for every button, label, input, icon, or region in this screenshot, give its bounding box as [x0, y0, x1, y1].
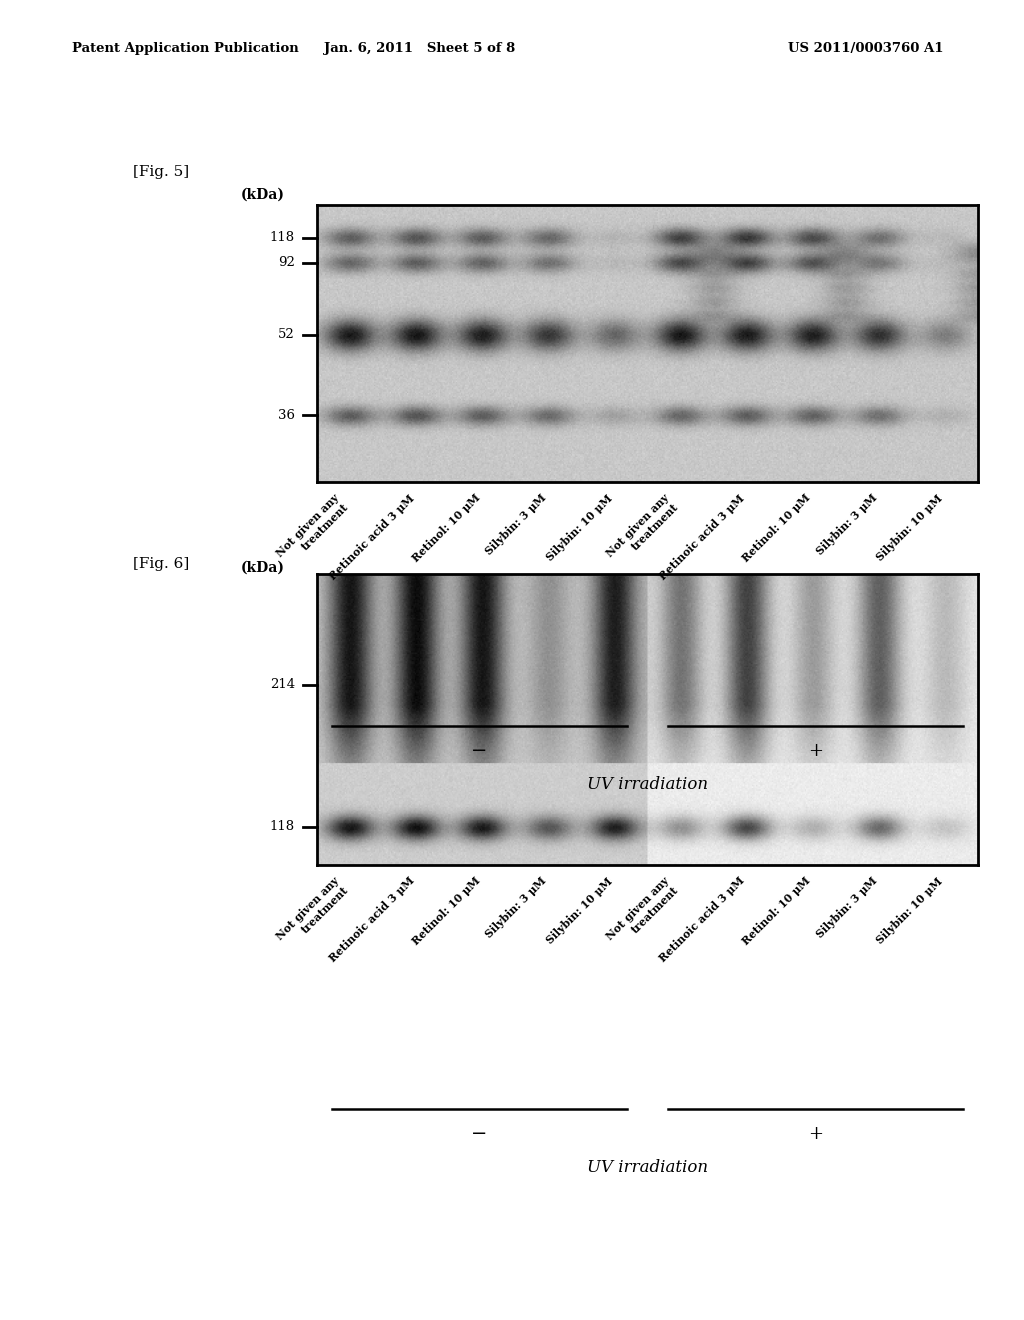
Text: (kDa): (kDa) — [241, 187, 285, 202]
Text: Not given any
treatment: Not given any treatment — [274, 492, 350, 569]
Text: Silybin: 3 μM: Silybin: 3 μM — [814, 492, 879, 557]
Text: 118: 118 — [269, 231, 295, 244]
Text: Silybin: 10 μM: Silybin: 10 μM — [874, 875, 945, 945]
Text: 36: 36 — [278, 409, 295, 422]
Text: +: + — [808, 742, 823, 760]
Text: Patent Application Publication: Patent Application Publication — [72, 42, 298, 55]
Text: Not given any
treatment: Not given any treatment — [604, 875, 681, 952]
Text: −: − — [471, 1125, 487, 1143]
Text: Silybin: 10 μM: Silybin: 10 μM — [874, 492, 945, 562]
Text: 118: 118 — [269, 820, 295, 833]
Text: UV irradiation: UV irradiation — [587, 776, 709, 793]
Text: Silybin: 10 μM: Silybin: 10 μM — [545, 492, 614, 562]
Text: +: + — [808, 1125, 823, 1143]
Text: −: − — [471, 742, 487, 760]
Text: Retinoic acid 3 μM: Retinoic acid 3 μM — [328, 492, 417, 582]
Text: Not given any
treatment: Not given any treatment — [604, 492, 681, 569]
Text: Retinoic acid 3 μM: Retinoic acid 3 μM — [657, 875, 746, 965]
Text: 214: 214 — [269, 678, 295, 692]
Text: [Fig. 6]: [Fig. 6] — [133, 557, 189, 572]
Text: (kDa): (kDa) — [241, 561, 285, 576]
Text: [Fig. 5]: [Fig. 5] — [133, 165, 189, 180]
Text: Not given any
treatment: Not given any treatment — [274, 875, 350, 952]
Text: Retinol: 10 μM: Retinol: 10 μM — [740, 875, 813, 948]
Text: Silybin: 3 μM: Silybin: 3 μM — [814, 875, 879, 940]
Text: Retinol: 10 μM: Retinol: 10 μM — [411, 492, 482, 565]
Text: Retinol: 10 μM: Retinol: 10 μM — [740, 492, 813, 565]
Text: UV irradiation: UV irradiation — [587, 1159, 709, 1176]
Text: Retinoic acid 3 μM: Retinoic acid 3 μM — [328, 875, 417, 965]
Text: 52: 52 — [279, 329, 295, 342]
Text: Jan. 6, 2011   Sheet 5 of 8: Jan. 6, 2011 Sheet 5 of 8 — [325, 42, 515, 55]
Text: Silybin: 3 μM: Silybin: 3 μM — [483, 875, 549, 940]
Text: Silybin: 10 μM: Silybin: 10 μM — [545, 875, 614, 945]
Text: Silybin: 3 μM: Silybin: 3 μM — [483, 492, 549, 557]
Text: Retinoic acid 3 μM: Retinoic acid 3 μM — [657, 492, 746, 582]
Text: Retinol: 10 μM: Retinol: 10 μM — [411, 875, 482, 948]
Text: US 2011/0003760 A1: US 2011/0003760 A1 — [788, 42, 944, 55]
Text: 92: 92 — [279, 256, 295, 269]
